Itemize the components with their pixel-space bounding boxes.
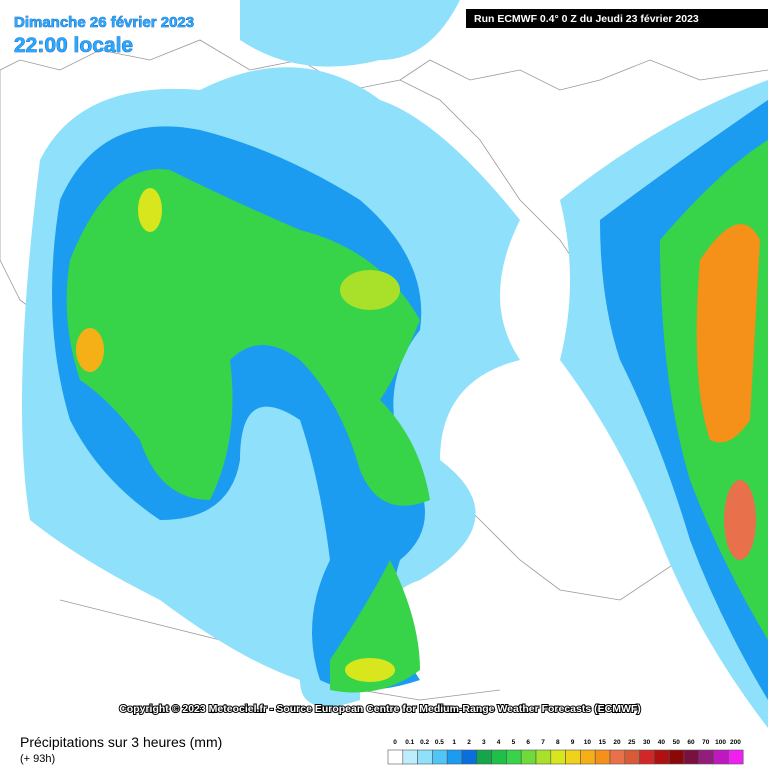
legend-swatch [698,749,714,765]
legend-swatch [387,749,404,765]
legend-label: 25 [628,739,636,746]
legend-swatch [491,749,507,765]
legend-label: 200 [730,739,741,746]
legend-label: 2 [467,739,471,746]
legend-label: 8 [556,739,560,746]
date: Dimanche 26 février 2023 [14,14,194,31]
legend-swatch [565,749,581,765]
legend-label: 1 [452,739,456,746]
legend-swatch [654,749,670,765]
legend-label: 100 [715,739,726,746]
legend-label: 7 [541,739,545,746]
legend-label: 0 [393,739,397,746]
map [0,0,768,728]
legend-swatch [506,749,522,765]
legend-label: 6 [526,739,530,746]
lead-time: (+ 93h) [20,753,55,765]
legend-label: 70 [702,739,710,746]
legend-label: 0.1 [405,739,414,746]
legend-label: 20 [613,739,621,746]
legend-swatch [728,749,744,765]
legend-label: 9 [571,739,575,746]
legend-label: 10 [584,739,592,746]
legend-swatch [683,749,700,765]
copyright: Copyright © 2023 Meteociel.fr - Source E… [119,703,641,715]
run-info: Run ECMWF 0.4° 0 Z du Jeudi 23 février 2… [474,13,699,25]
legend-swatch [624,749,640,765]
legend-label: 30 [643,739,651,746]
legend-label: 0.5 [435,739,444,746]
legend-swatch [550,749,566,765]
legend-swatch [520,749,537,765]
legend-swatch [713,749,729,765]
legend-swatch [609,749,626,765]
run-box [466,9,768,28]
legend-swatch [461,749,478,765]
legend-swatch [402,749,418,765]
legend-label: 50 [673,739,681,746]
legend: 0 0.1 0.2 0.5 1 2 3 4 5 6 7 8 9 10 15 20 25 30 40 50 60 70 100… [387,739,744,765]
legend-label: 3 [482,739,486,746]
legend-swatch [594,749,611,765]
legend-label: 40 [658,739,666,746]
legend-swatch [446,749,463,765]
legend-label: 0.2 [420,739,429,746]
legend-swatch [580,749,596,765]
legend-swatch [432,749,448,765]
legend-swatch [417,749,433,765]
legend-swatch [639,749,655,765]
legend-label: 5 [512,739,516,746]
legend-label: 15 [599,739,607,746]
legend-swatch [668,749,685,765]
legend-swatch [476,749,492,765]
time: 22:00 locale [14,34,133,57]
legend-swatch [535,749,552,765]
precip-heavy [76,188,760,682]
legend-label: 4 [497,739,501,746]
footer-title: Précipitations sur 3 heures (mm) [20,734,222,750]
legend-label: 60 [687,739,695,746]
